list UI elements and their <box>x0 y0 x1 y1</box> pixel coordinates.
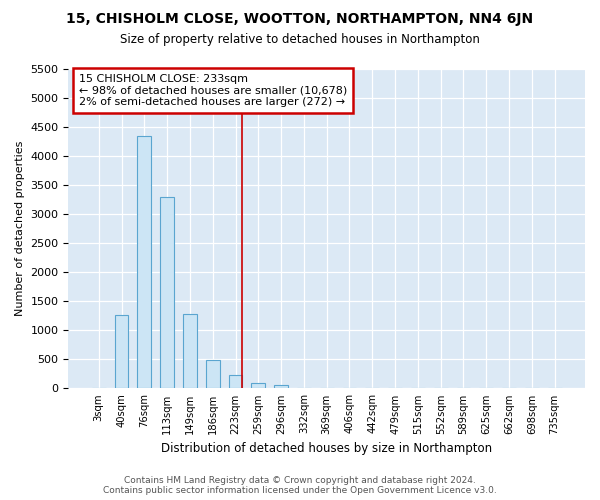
Bar <box>183 314 197 388</box>
Bar <box>206 360 220 388</box>
Bar <box>160 197 174 388</box>
Bar <box>137 136 151 388</box>
Y-axis label: Number of detached properties: Number of detached properties <box>15 141 25 316</box>
Bar <box>274 385 288 388</box>
Text: Size of property relative to detached houses in Northampton: Size of property relative to detached ho… <box>120 32 480 46</box>
Text: 15 CHISHOLM CLOSE: 233sqm
← 98% of detached houses are smaller (10,678)
2% of se: 15 CHISHOLM CLOSE: 233sqm ← 98% of detac… <box>79 74 347 107</box>
Bar <box>251 382 265 388</box>
Bar <box>229 375 242 388</box>
Text: 15, CHISHOLM CLOSE, WOOTTON, NORTHAMPTON, NN4 6JN: 15, CHISHOLM CLOSE, WOOTTON, NORTHAMPTON… <box>67 12 533 26</box>
Text: Contains HM Land Registry data © Crown copyright and database right 2024.
Contai: Contains HM Land Registry data © Crown c… <box>103 476 497 495</box>
Bar <box>115 314 128 388</box>
X-axis label: Distribution of detached houses by size in Northampton: Distribution of detached houses by size … <box>161 442 492 455</box>
